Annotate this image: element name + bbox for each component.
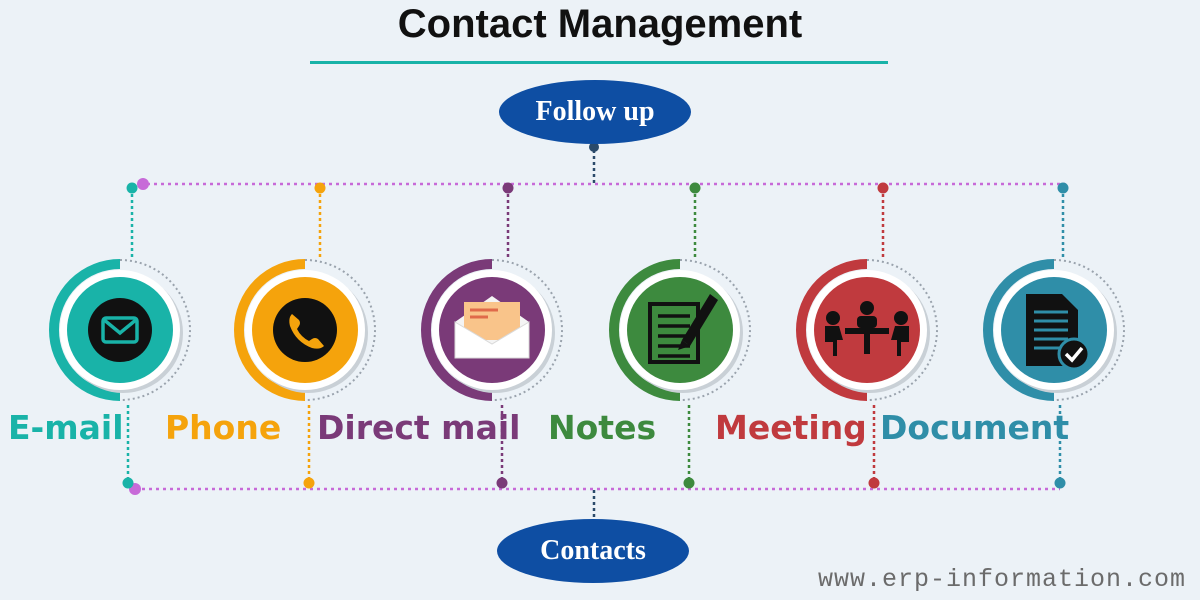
watermark: www.erp-information.com	[817, 565, 1186, 594]
item-phone	[234, 182, 376, 489]
top-rail-end-dot	[137, 178, 149, 190]
notepad-pencil-icon	[648, 294, 718, 364]
bottom-connector-dot	[303, 477, 315, 489]
label-meeting: Meeting	[715, 408, 867, 447]
label-document: Document	[880, 408, 1070, 447]
item-e-mail	[49, 182, 191, 489]
meeting-table-icon	[825, 301, 909, 356]
label-direct-mail: Direct mail	[317, 408, 521, 447]
title-underline	[310, 61, 888, 64]
top-connector-dot	[1057, 182, 1069, 194]
bottom-connector-dot	[868, 477, 880, 489]
top-connector-dot	[314, 182, 326, 194]
item-meeting	[796, 182, 938, 489]
document-check-icon	[1026, 294, 1091, 371]
label-e-mail: E-mail	[8, 408, 124, 447]
item-notes	[609, 182, 751, 489]
page-title: Contact Management	[397, 2, 803, 46]
color-arc	[796, 259, 868, 401]
phone-icon	[273, 298, 337, 362]
envelope-icon	[88, 298, 152, 362]
color-disc	[627, 277, 733, 383]
top-connector-dot	[126, 182, 138, 194]
item-direct-mail	[421, 182, 563, 489]
bottom-connector-dot	[496, 477, 508, 489]
open-letter-icon	[454, 296, 530, 359]
color-arc	[49, 259, 121, 401]
top-connector-dot	[502, 182, 514, 194]
color-arc	[983, 259, 1055, 401]
bottom-connector-dot	[122, 477, 134, 489]
top-connector-dot	[689, 182, 701, 194]
color-arc	[421, 259, 493, 401]
follow-up-node: Follow up	[499, 80, 691, 144]
color-arc	[609, 259, 681, 401]
bottom-connector-dot	[683, 477, 695, 489]
label-notes: Notes	[548, 408, 657, 447]
item-document	[983, 182, 1125, 489]
top-connector-dot	[877, 182, 889, 194]
top-stem-dot	[589, 142, 599, 152]
bottom-connector-dot	[1054, 477, 1066, 489]
label-phone: Phone	[165, 408, 282, 447]
contacts-node: Contacts	[497, 519, 689, 583]
envelope-icon-bg	[88, 298, 152, 362]
color-arc	[234, 259, 306, 401]
